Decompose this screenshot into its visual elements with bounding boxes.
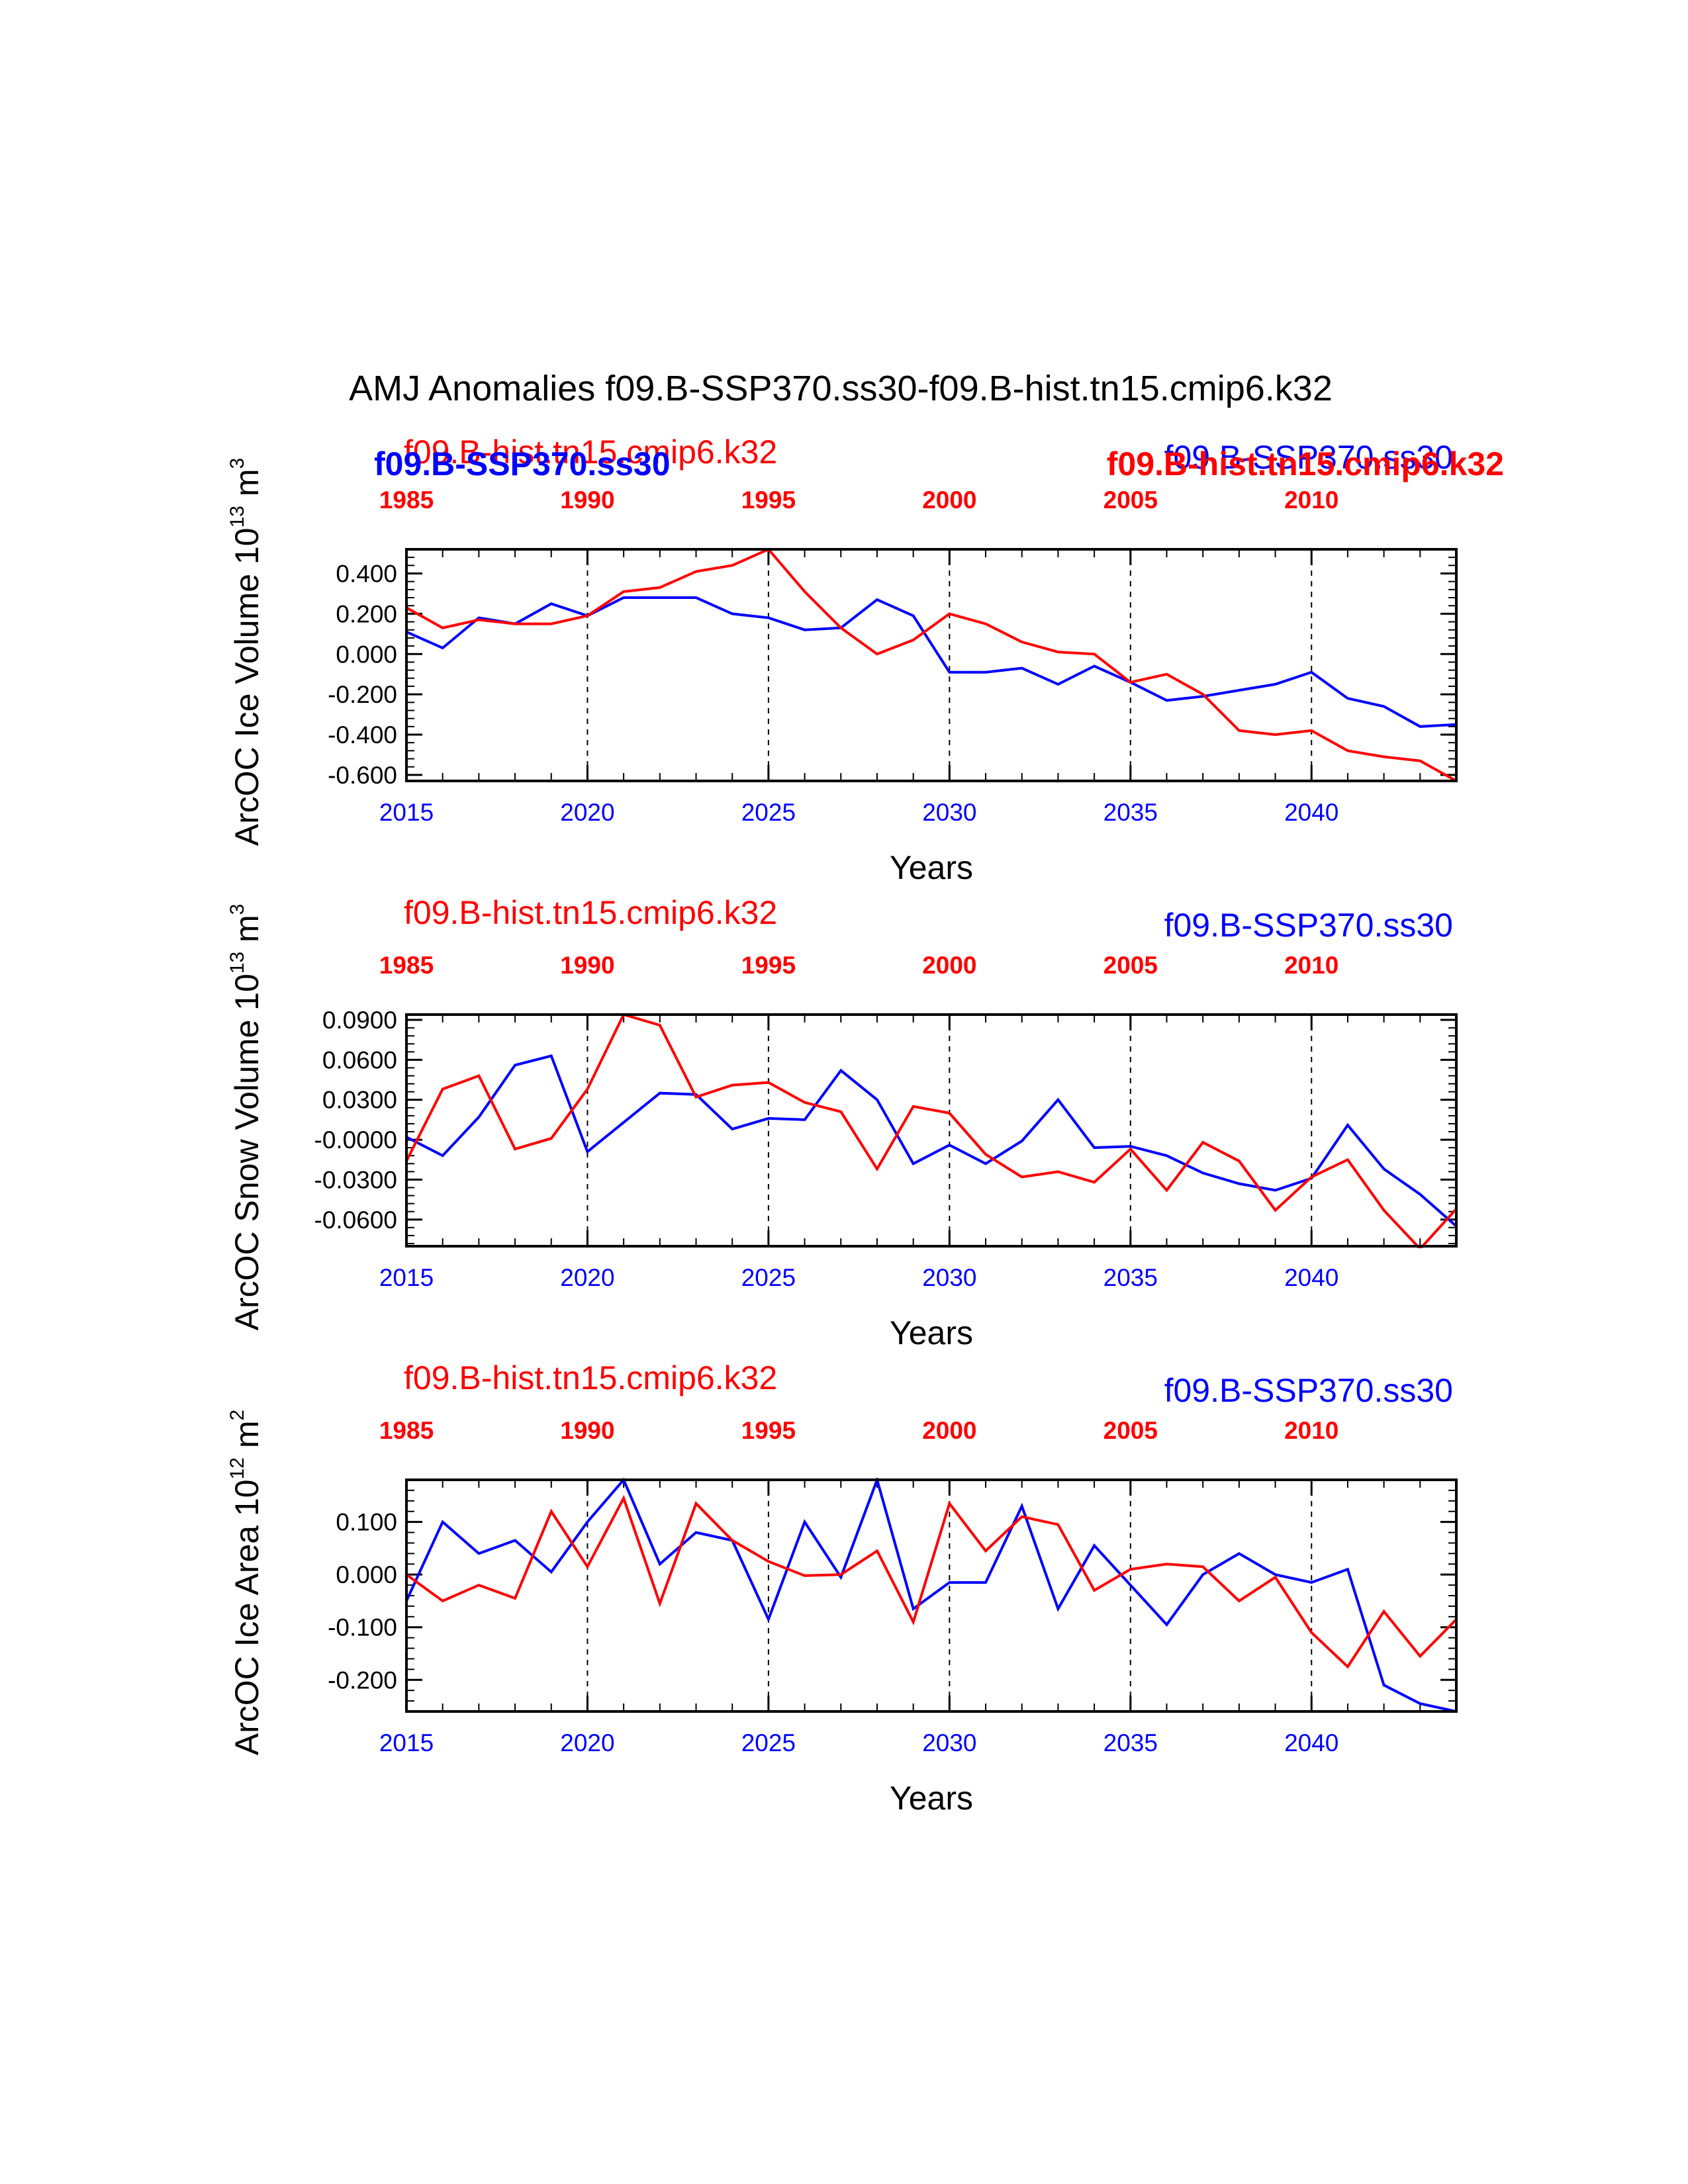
x-tick-label-top: 1990: [560, 486, 614, 514]
panel-snow-volume: -0.0600 -0.0300 -0.0000 0.0300 0.0600 0.0900 2…: [226, 894, 1458, 1351]
y-label-exponent: 12: [226, 1457, 248, 1479]
series-line-ssp370: [406, 1478, 1456, 1713]
x-tick-label-bottom: 2015: [379, 1264, 434, 1291]
x-tick-label-top: 1990: [560, 1417, 614, 1444]
y-axis-label: ArcOC Ice Area 1012 m2: [226, 1410, 265, 1755]
chart-title: AMJ Anomalies f09.B-SSP370.ss30-f09.B-hi…: [349, 369, 1333, 408]
series-line-hist: [406, 547, 1456, 782]
plot-frame: [405, 548, 1458, 782]
x-tick-label-bottom: 2040: [1284, 799, 1338, 826]
y-label-exponent: 13: [226, 506, 248, 527]
panel-ice-area: -0.200 -0.100 0.000 0.100 2015 2020 2025 2030 20…: [226, 1359, 1458, 1817]
x-tick-label-bottom: 2025: [741, 1264, 796, 1291]
y-tick-label: 0.100: [336, 1509, 397, 1536]
x-tick-label-top: 2010: [1284, 486, 1338, 514]
legend-label-hist: f09.B-hist.tn15.cmip6.k32: [404, 1359, 777, 1396]
y-tick-label: 0.0900: [322, 1007, 397, 1034]
y-label-unit-exponent: 2: [226, 1410, 248, 1421]
x-tick-label-bottom: 2030: [922, 799, 976, 826]
y-tick-label: -0.100: [328, 1614, 397, 1641]
y-label-text: ArcOC Snow Volume 10: [228, 974, 265, 1330]
x-tick-label-bottom: 2030: [922, 1729, 976, 1756]
x-axis-label: Years: [890, 849, 973, 886]
x-tick-label-top: 1990: [560, 952, 614, 979]
x-tick-label-bottom: 2020: [560, 1729, 614, 1756]
x-tick-label-bottom: 2015: [379, 799, 434, 826]
legend-label-ssp: f09.B-SSP370.ss30: [1164, 439, 1453, 476]
x-tick-label-top: 1985: [379, 952, 434, 979]
y-tick-label: 0.400: [336, 561, 397, 588]
y-tick-label: -0.400: [328, 721, 397, 749]
x-tick-label-top: 1985: [379, 486, 434, 514]
x-axis-label: Years: [890, 1780, 973, 1817]
x-tick-label-bottom: 2040: [1284, 1264, 1338, 1291]
legend-label-hist: f09.B-hist.tn15.cmip6.k32: [1107, 445, 1504, 482]
legend-label-hist: f09.B-hist.tn15.cmip6.k32: [404, 894, 777, 931]
series-line-ssp370: [406, 1054, 1456, 1228]
y-label-unit: m: [228, 1420, 265, 1457]
x-tick-label-bottom: 2025: [741, 1729, 796, 1756]
series-line-hist: [406, 1494, 1456, 1669]
x-tick-label-bottom: 2035: [1103, 1729, 1158, 1756]
y-tick-label: -0.200: [328, 1666, 397, 1694]
series-line-hist: [406, 1013, 1456, 1248]
y-tick-label: -0.0300: [314, 1166, 398, 1193]
y-tick-label: 0.0300: [322, 1087, 397, 1114]
x-axis-label: Years: [890, 1314, 973, 1351]
x-tick-label-top: 2010: [1284, 952, 1338, 979]
x-tick-label-bottom: 2020: [560, 1264, 614, 1291]
x-tick-label-bottom: 2025: [741, 799, 796, 826]
y-label-exponent: 13: [226, 952, 248, 974]
x-tick-label-bottom: 2020: [560, 799, 614, 826]
y-tick-label: 0.000: [336, 641, 397, 668]
y-axis-label: ArcOC Snow Volume 1013 m3: [226, 904, 265, 1331]
y-label-unit-exponent: 3: [226, 458, 248, 469]
plot-frame: [405, 1479, 1458, 1713]
panel-ice-volume: -0.600 -0.400 -0.200 0.000 0.200 0.400 2015 202…: [226, 433, 1504, 886]
x-tick-label-top: 2010: [1284, 1417, 1338, 1444]
y-label-text: ArcOC Ice Volume 10: [228, 527, 265, 846]
x-tick-label-top: 1995: [741, 486, 796, 514]
legend-label-ssp: f09.B-SSP370.ss30: [1164, 907, 1453, 944]
x-tick-label-bottom: 2035: [1103, 799, 1158, 826]
panels-container: -0.600 -0.400 -0.200 0.000 0.200 0.400 2015 202…: [226, 433, 1504, 1817]
x-tick-label-bottom: 2040: [1284, 1729, 1338, 1756]
x-tick-label-top: 2005: [1103, 952, 1158, 979]
x-tick-label-top: 2005: [1103, 486, 1158, 514]
y-tick-label: 0.200: [336, 600, 397, 627]
y-label-unit-exponent: 3: [226, 904, 248, 915]
x-tick-label-top: 2005: [1103, 1417, 1158, 1444]
y-tick-label: -0.0000: [314, 1126, 398, 1154]
y-tick-label: -0.200: [328, 681, 397, 708]
legend-label-hist: f09.B-hist.tn15.cmip6.k32: [404, 433, 777, 471]
plot-frame: [405, 1013, 1458, 1248]
y-label-unit: m: [228, 915, 265, 952]
series-line-ssp370: [406, 596, 1456, 728]
y-tick-label: 0.0600: [322, 1046, 397, 1073]
y-tick-label: -0.600: [328, 762, 397, 789]
x-tick-label-top: 1995: [741, 1417, 796, 1444]
x-tick-label-top: 2000: [922, 952, 976, 979]
x-tick-label-top: 2000: [922, 1417, 976, 1444]
x-tick-label-top: 1985: [379, 1417, 434, 1444]
y-axis-label: ArcOC Ice Volume 1013 m3: [226, 458, 265, 846]
x-tick-label-top: 2000: [922, 486, 976, 514]
x-tick-label-bottom: 2035: [1103, 1264, 1158, 1291]
legend-label-ssp: f09.B-SSP370.ss30: [374, 445, 671, 482]
y-label-text: ArcOC Ice Area 10: [228, 1479, 265, 1755]
x-tick-label-bottom: 2030: [922, 1264, 976, 1291]
legend-label-ssp: f09.B-SSP370.ss30: [1164, 1372, 1453, 1409]
x-tick-label-bottom: 2015: [379, 1729, 434, 1756]
y-tick-label: 0.000: [336, 1561, 397, 1588]
y-label-unit: m: [228, 469, 265, 506]
x-tick-label-top: 1995: [741, 952, 796, 979]
y-tick-label: -0.0600: [314, 1206, 398, 1234]
